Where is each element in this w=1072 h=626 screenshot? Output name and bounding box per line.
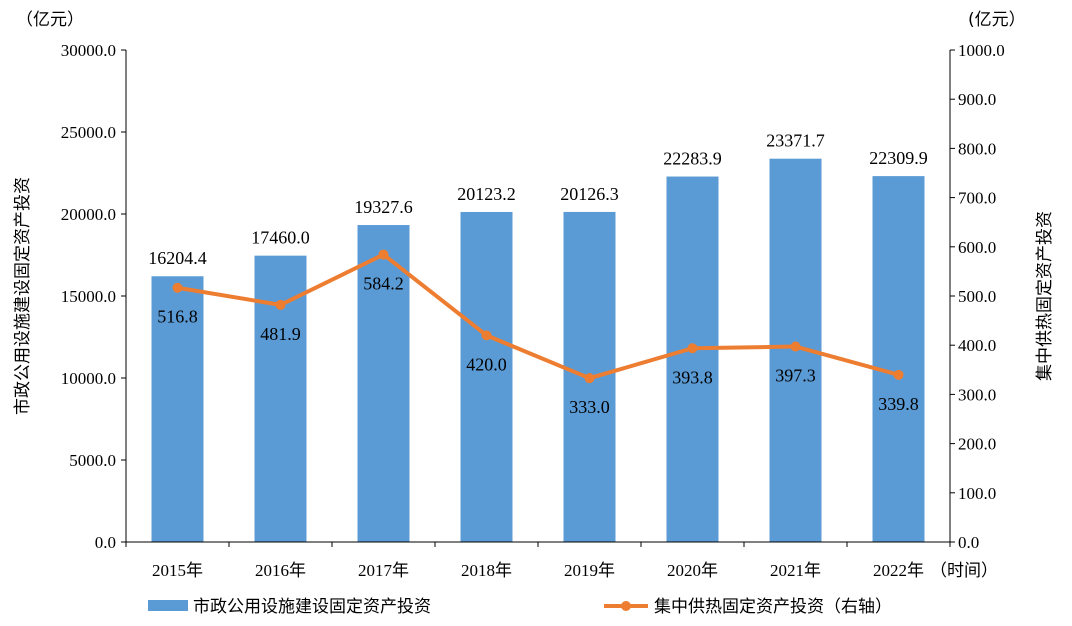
right-tick-label-1: 100.0	[958, 484, 996, 503]
left-tick-label-0: 0.0	[95, 533, 116, 552]
right-tick-label-6: 600.0	[958, 238, 996, 257]
legend-label-bar: 市政公用设施建设固定资产投资	[193, 597, 431, 617]
left-tick-label-5: 25000.0	[61, 123, 116, 142]
right-tick-label-7: 700.0	[958, 189, 996, 208]
right-tick-label-0: 0.0	[958, 533, 979, 552]
left-tick-label-2: 10000.0	[61, 369, 116, 388]
line-label-7: 339.8	[878, 394, 919, 414]
x-tick-label-2: 2017年	[358, 561, 409, 580]
left-axis-unit: （亿元）	[16, 10, 84, 30]
right-axis-title: 集中供热固定资产投资	[1035, 211, 1055, 381]
left-tick-label-1: 5000.0	[69, 451, 116, 470]
line-label-1: 481.9	[260, 324, 301, 344]
bar-2	[357, 225, 410, 543]
line-label-6: 397.3	[775, 366, 816, 386]
x-tick-label-5: 2020年	[667, 561, 718, 580]
x-tick-label-6: 2021年	[770, 561, 821, 580]
line-point-0	[172, 282, 183, 293]
bar-label-4: 20126.3	[560, 184, 619, 204]
right-tick-label-2: 200.0	[958, 435, 996, 454]
legend-swatch-bar	[148, 600, 188, 611]
line-label-5: 393.8	[672, 367, 713, 387]
line-label-2: 584.2	[363, 274, 404, 294]
x-tick-label-0: 2015年	[152, 561, 203, 580]
bar-0	[151, 276, 204, 542]
bar-label-1: 17460.0	[251, 228, 310, 248]
bar-label-3: 20123.2	[457, 184, 516, 204]
x-tick-label-4: 2019年	[564, 561, 615, 580]
line-label-4: 333.0	[569, 397, 610, 417]
line-series-path	[177, 252, 900, 381]
titles-layer: （亿元） (亿元） 市政公用设施建设固定资产投资 集中供热固定资产投资 （时间）	[13, 10, 1055, 581]
labels-layer: 16204.4 17460.0 19327.6 20123.2 20126.3 22283…	[148, 131, 928, 417]
legend-label-line: 集中供热固定资产投资（右轴）	[654, 597, 892, 617]
right-tick-label-9: 900.0	[958, 90, 996, 109]
x-tick-label-1: 2016年	[255, 561, 306, 580]
line-label-3: 420.0	[466, 354, 507, 374]
line-point-4	[584, 373, 595, 384]
line-point-3	[481, 330, 492, 341]
line-point-2	[378, 249, 389, 260]
line-layer	[172, 249, 904, 384]
left-tick-label-4: 20000.0	[61, 205, 116, 224]
right-axis-unit: (亿元）	[968, 10, 1026, 30]
left-tick-label-6: 30000.0	[61, 41, 116, 60]
bar-label-2: 19327.6	[354, 197, 413, 217]
bar-5	[666, 176, 719, 542]
x-axis-suffix: （时间）	[930, 561, 998, 581]
right-tick-label-5: 500.0	[958, 287, 996, 306]
bar-1	[254, 255, 307, 542]
bar-label-6: 23371.7	[766, 131, 825, 151]
x-tick-label-7: 2022年	[873, 561, 924, 580]
line-point-7	[893, 369, 904, 380]
legend-swatch-marker	[621, 601, 631, 611]
x-tick-label-3: 2018年	[461, 561, 512, 580]
right-tick-label-10: 1000.0	[958, 41, 1005, 60]
right-tick-label-8: 800.0	[958, 139, 996, 158]
left-tick-label-3: 15000.0	[61, 287, 116, 306]
line-point-5	[687, 343, 698, 354]
bar-3	[460, 211, 513, 542]
bar-label-0: 16204.4	[148, 248, 207, 268]
axes-layer: 0.0 5000.0 10000.0 15000.0 20000.0 25000.0 300…	[61, 41, 1005, 580]
right-tick-label-4: 400.0	[958, 336, 996, 355]
bar-label-7: 22309.9	[869, 148, 928, 168]
legend: 市政公用设施建设固定资产投资 集中供热固定资产投资（右轴）	[148, 597, 892, 617]
line-point-1	[275, 299, 286, 310]
line-label-0: 516.8	[157, 307, 198, 327]
bar-label-5: 22283.9	[663, 149, 722, 169]
left-axis-title: 市政公用设施建设固定资产投资	[13, 177, 33, 415]
line-point-6	[790, 341, 801, 352]
right-tick-label-3: 300.0	[958, 385, 996, 404]
bar-7	[872, 176, 925, 542]
